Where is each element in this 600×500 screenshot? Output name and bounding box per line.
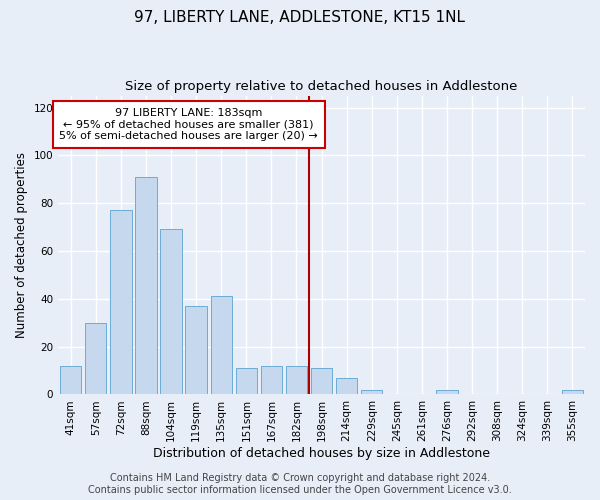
Bar xyxy=(562,390,583,394)
Text: 97, LIBERTY LANE, ADDLESTONE, KT15 1NL: 97, LIBERTY LANE, ADDLESTONE, KT15 1NL xyxy=(134,10,466,25)
Bar xyxy=(311,368,332,394)
Bar xyxy=(336,378,358,394)
Bar xyxy=(136,177,157,394)
Bar xyxy=(286,366,307,394)
Bar xyxy=(185,306,207,394)
Bar xyxy=(85,322,106,394)
Title: Size of property relative to detached houses in Addlestone: Size of property relative to detached ho… xyxy=(125,80,518,93)
Y-axis label: Number of detached properties: Number of detached properties xyxy=(15,152,28,338)
Bar xyxy=(436,390,458,394)
Bar xyxy=(236,368,257,394)
Bar xyxy=(60,366,82,394)
Bar xyxy=(261,366,282,394)
Bar xyxy=(211,296,232,394)
Bar xyxy=(160,230,182,394)
Text: Contains HM Land Registry data © Crown copyright and database right 2024.
Contai: Contains HM Land Registry data © Crown c… xyxy=(88,474,512,495)
Text: 97 LIBERTY LANE: 183sqm
← 95% of detached houses are smaller (381)
5% of semi-de: 97 LIBERTY LANE: 183sqm ← 95% of detache… xyxy=(59,108,318,141)
Bar xyxy=(361,390,382,394)
Bar xyxy=(110,210,131,394)
X-axis label: Distribution of detached houses by size in Addlestone: Distribution of detached houses by size … xyxy=(153,447,490,460)
